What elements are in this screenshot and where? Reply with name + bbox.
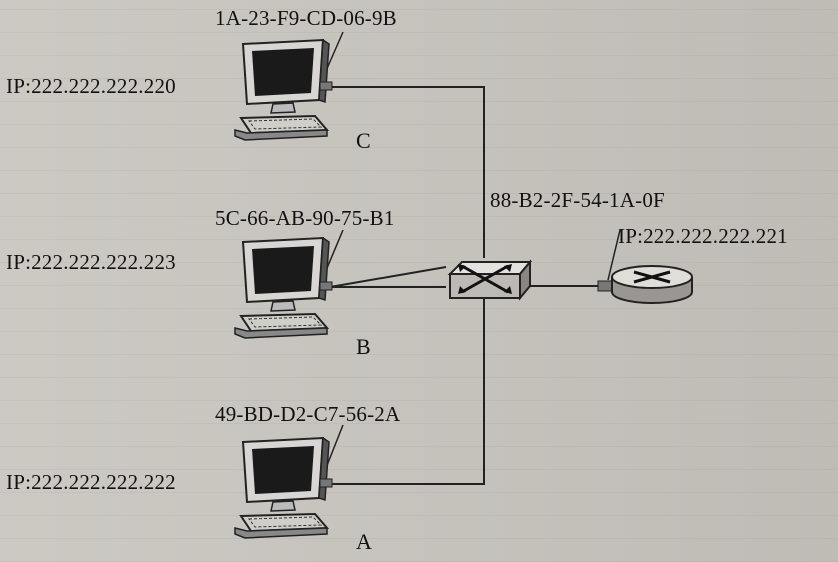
host-a-desktop-computer-icon bbox=[234, 437, 330, 539]
host-c-desktop-computer-icon bbox=[234, 39, 330, 141]
host-b-letter: B bbox=[356, 334, 371, 359]
host-a-mac: 49-BD-D2-C7-56-2A bbox=[215, 402, 401, 426]
link-b-switch bbox=[329, 266, 447, 288]
switch-icon bbox=[447, 259, 533, 301]
host-b-desktop-computer-icon bbox=[234, 237, 330, 339]
host-c-ip: IP:222.222.222.220 bbox=[6, 74, 176, 98]
host-a-letter: A bbox=[356, 529, 373, 554]
link-c-switch bbox=[330, 86, 485, 258]
link-a-switch bbox=[330, 294, 485, 485]
host-b-ip: IP:222.222.222.223 bbox=[6, 250, 176, 274]
mac-pointer-router bbox=[607, 229, 621, 281]
router-mac: 88-B2-2F-54-1A-0F bbox=[490, 188, 665, 212]
router-ip: IP:222.222.222.221 bbox=[618, 224, 788, 248]
host-a-ip: IP:222.222.222.222 bbox=[6, 470, 176, 494]
nic-a bbox=[319, 478, 333, 488]
host-c-mac: 1A-23-F9-CD-06-9B bbox=[215, 6, 397, 30]
nic-b bbox=[319, 281, 333, 291]
nic-c bbox=[319, 81, 333, 91]
host-b-mac: 5C-66-AB-90-75-B1 bbox=[215, 206, 395, 230]
host-c-letter: C bbox=[356, 128, 371, 153]
router-icon bbox=[597, 265, 693, 304]
